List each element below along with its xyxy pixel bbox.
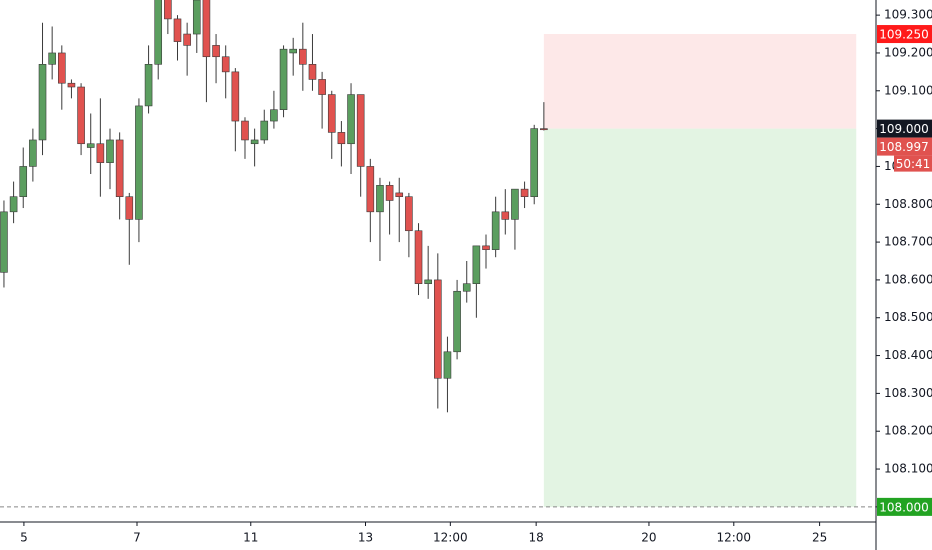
candle-body xyxy=(144,64,153,107)
x-tick-label: 11 xyxy=(243,531,258,545)
countdown-label: 50:41 xyxy=(896,157,931,171)
candle-body xyxy=(289,48,297,54)
candle-body xyxy=(376,185,384,213)
y-tick-label: 108.500 xyxy=(884,310,932,324)
x-tick-label: 18 xyxy=(529,531,544,545)
candle-body xyxy=(0,211,8,273)
candle-body xyxy=(260,120,269,141)
candle-body xyxy=(424,279,432,284)
target-zone xyxy=(543,128,857,507)
candle-body xyxy=(212,45,220,58)
candle-body xyxy=(38,64,47,141)
price-tag-label: 108.997 xyxy=(879,140,929,154)
candle-body xyxy=(337,132,346,145)
candle-body xyxy=(453,290,461,353)
candle-body xyxy=(192,0,201,35)
candle-body xyxy=(241,120,249,141)
candle-body xyxy=(77,86,85,145)
y-tick-label: 108.700 xyxy=(884,235,932,249)
candle-body xyxy=(482,245,490,250)
y-tick-label: 108.400 xyxy=(884,348,932,362)
stop-zone xyxy=(543,34,857,129)
candle-body xyxy=(318,79,326,95)
x-tick-label: 12:00 xyxy=(716,531,751,545)
candle-body xyxy=(164,0,172,20)
x-tick-label: 12:00 xyxy=(433,531,468,545)
candle-body xyxy=(385,185,394,201)
price-tag-label: 109.250 xyxy=(879,28,929,42)
candle-body xyxy=(202,0,211,58)
price-tags: 109.250 109.000 108.997 50:41 108.000 xyxy=(877,25,932,516)
y-tick-label: 108.600 xyxy=(884,272,932,286)
candle-body xyxy=(434,279,442,379)
countdown-tag xyxy=(894,155,932,172)
candle-body xyxy=(327,94,336,133)
candle-body xyxy=(395,192,404,197)
candle-body xyxy=(491,211,500,250)
price-tag xyxy=(877,497,932,516)
candle-body xyxy=(135,105,143,220)
candle-body xyxy=(405,196,413,232)
candle-body xyxy=(540,128,548,131)
candle-body xyxy=(231,71,240,122)
y-tick-label: 108.800 xyxy=(884,197,932,211)
candle-body xyxy=(501,211,510,220)
candle-body xyxy=(125,196,134,220)
candle-body xyxy=(96,143,105,163)
candle-body xyxy=(19,166,28,197)
candle-body xyxy=(511,188,519,220)
x-tick-label: 13 xyxy=(358,531,373,545)
candle-body xyxy=(472,245,481,284)
candle-body xyxy=(270,109,278,122)
candle-body xyxy=(67,82,76,88)
candle-body xyxy=(115,139,124,197)
candle-body xyxy=(106,139,114,163)
candle-body xyxy=(347,94,355,145)
position-layer xyxy=(543,34,857,507)
price-tag xyxy=(877,119,932,138)
candle-body xyxy=(9,196,18,213)
candle-body xyxy=(414,230,423,284)
candle-body xyxy=(520,188,529,197)
x-tick-label: 7 xyxy=(133,531,141,545)
x-tick-label: 25 xyxy=(812,531,827,545)
y-tick-label: 109.300 xyxy=(884,8,932,22)
candle-body xyxy=(279,48,288,110)
y-tick-label: 109.200 xyxy=(884,45,932,59)
candle-body xyxy=(308,64,317,80)
candle-body xyxy=(462,283,471,292)
y-tick-label: 108.300 xyxy=(884,386,932,400)
candle-body xyxy=(443,351,452,379)
candle-body xyxy=(221,56,230,73)
candle-body xyxy=(299,48,307,65)
plot-area xyxy=(0,0,876,508)
x-tick-label: 20 xyxy=(641,531,656,545)
candle-body xyxy=(58,52,66,84)
y-tick-label: 108.100 xyxy=(884,462,932,476)
price-tag-label: 109.000 xyxy=(879,122,929,136)
price-tag-label: 108.000 xyxy=(879,500,929,514)
candle-body xyxy=(154,0,163,65)
candle-body xyxy=(366,166,375,213)
y-tick-label: 108.200 xyxy=(884,424,932,438)
x-tick-label: 5 xyxy=(20,531,28,545)
candle-body xyxy=(29,139,37,167)
candle-body xyxy=(356,94,365,167)
price-tag xyxy=(877,137,932,156)
candle-body xyxy=(86,143,95,148)
candle-body xyxy=(48,52,56,65)
candle-body xyxy=(183,33,191,46)
candle-body xyxy=(173,18,182,42)
price-tag xyxy=(877,25,932,44)
y-tick-label: 109.100 xyxy=(884,83,932,97)
candle-body xyxy=(530,128,539,197)
candle-body xyxy=(250,139,259,145)
